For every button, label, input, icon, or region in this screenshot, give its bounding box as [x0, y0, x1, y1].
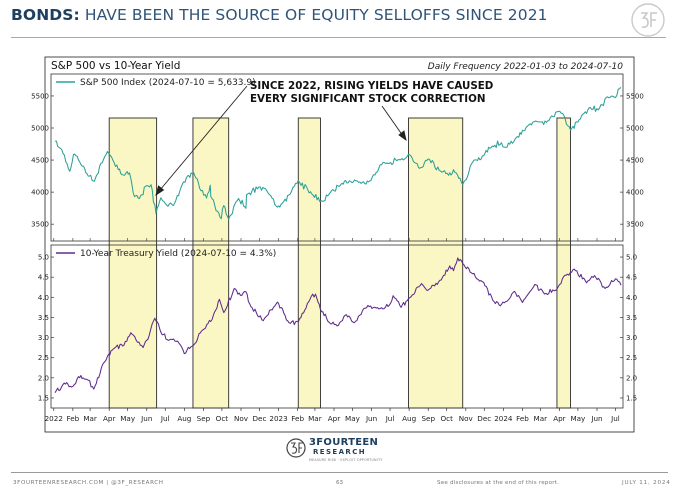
- correction-highlight: [556, 117, 571, 409]
- x-tick-label: Apr: [103, 414, 115, 423]
- spx-series-line: [55, 86, 622, 220]
- y-tick-label-right: 4.0: [626, 294, 637, 302]
- x-tick-label: Apr: [328, 414, 340, 423]
- y-tick-label-right: 4.5: [626, 274, 637, 282]
- y-tick-label-right: 4500: [626, 157, 644, 165]
- yield-panel-frame: [50, 244, 624, 409]
- y-tick-label-left: 3500: [31, 221, 49, 229]
- annotation-arrowhead: [155, 185, 165, 197]
- y-tick-label-left: 3.0: [38, 334, 49, 342]
- brand-mark-glyph: [291, 442, 303, 454]
- x-tick-label: Nov: [459, 414, 474, 423]
- y-tick-label-left: 2.5: [38, 354, 49, 362]
- y-tick-label-right: 2.5: [626, 354, 637, 362]
- y-tick-label-right: 2.0: [626, 374, 637, 382]
- brand-sub: RESEARCH: [313, 448, 366, 456]
- footer-handle-link[interactable]: @3F_RESEARCH: [111, 480, 164, 486]
- y-tick-label-left: 3.5: [38, 314, 49, 322]
- x-tick-label: 2023: [269, 414, 287, 423]
- x-tick-label: Mar: [308, 414, 322, 423]
- y-tick-label-right: 5.0: [626, 254, 637, 262]
- yield-legend-label: 10-Year Treasury Yield (2024-07-10 = 4.3…: [80, 249, 276, 259]
- x-tick-label: 2024: [494, 414, 513, 423]
- x-tick-label: Dec: [253, 414, 267, 423]
- correction-highlight: [297, 117, 321, 409]
- chart: S&P 500 vs 10-Year Yield Daily Frequency…: [31, 56, 644, 462]
- y-tick-label-left: 4500: [31, 157, 49, 165]
- x-tick-label: Jun: [590, 414, 602, 423]
- y-tick-label-left: 5000: [31, 125, 49, 133]
- y-tick-label-left: 4.0: [38, 294, 49, 302]
- x-tick-label: May: [345, 414, 361, 423]
- x-tick-label: Feb: [516, 414, 529, 423]
- y-tick-label-right: 1.5: [626, 394, 637, 402]
- y-tick-label-left: 4.5: [38, 274, 49, 282]
- annotation-arrow: [381, 105, 404, 137]
- x-tick-label: Dec: [477, 414, 491, 423]
- brand-mark-icon: [286, 438, 306, 458]
- spx-panel-frame: [50, 73, 624, 242]
- y-tick-label-right: 3.0: [626, 334, 637, 342]
- brand-logo-icon: [631, 3, 665, 37]
- x-tick-label: Oct: [440, 414, 453, 423]
- x-tick-label: Feb: [66, 414, 79, 423]
- x-tick-label: Sep: [421, 414, 435, 423]
- title-divider: [11, 37, 666, 38]
- page-number: 63: [336, 480, 344, 486]
- x-tick-label: Jul: [385, 414, 395, 423]
- x-tick-label: Jun: [365, 414, 377, 423]
- x-tick-label: May: [120, 414, 136, 423]
- correction-highlight: [108, 117, 158, 409]
- x-tick-label: Jul: [610, 414, 620, 423]
- footer-divider: [11, 472, 668, 473]
- x-tick-label: Mar: [534, 414, 548, 423]
- correction-highlight: [192, 117, 230, 409]
- chart-title: S&P 500 vs 10-Year Yield: [51, 60, 180, 72]
- annotation-line-2: EVERY SIGNIFICANT STOCK CORRECTION: [250, 93, 486, 105]
- yield-series-line: [54, 257, 622, 393]
- x-tick-label: Jun: [140, 414, 152, 423]
- page-title: BONDS: HAVE BEEN THE SOURCE OF EQUITY SE…: [11, 6, 548, 24]
- y-tick-label-right: 3500: [626, 221, 644, 229]
- x-tick-label: Jul: [160, 414, 170, 423]
- y-tick-label-right: 4000: [626, 189, 644, 197]
- spx-legend-label: S&P 500 Index (2024-07-10 = 5,633.9): [80, 78, 256, 88]
- brand-tagline: MEASURE RISK · EXPLOIT OPPORTUNITY: [309, 458, 383, 462]
- report-date: JULY 11, 2024: [622, 480, 671, 486]
- y-tick-label-right: 3.5: [626, 314, 637, 322]
- annotation-arrow: [159, 85, 248, 191]
- y-tick-label-left: 5.0: [38, 254, 49, 262]
- chart-subtitle: Daily Frequency 2022-01-03 to 2024-07-10: [428, 62, 623, 72]
- y-tick-label-left: 2.0: [38, 374, 49, 382]
- y-tick-label-left: 1.5: [38, 394, 49, 402]
- disclosure-note: See disclosures at the end of this repor…: [437, 480, 560, 486]
- footer-site-link[interactable]: 3FOURTEENRESEARCH.COM: [13, 480, 104, 486]
- x-tick-label: Mar: [83, 414, 97, 423]
- annotation-line-1: SINCE 2022, RISING YIELDS HAVE CAUSED: [250, 80, 494, 92]
- x-tick-label: Oct: [216, 414, 229, 423]
- y-tick-label-left: 5500: [31, 92, 49, 100]
- y-tick-label-right: 5500: [626, 92, 644, 100]
- x-tick-label: 2022: [45, 414, 63, 423]
- footer-separator: |: [106, 480, 109, 486]
- x-tick-label: Feb: [291, 414, 304, 423]
- x-tick-label: Nov: [234, 414, 249, 423]
- footer-links: 3FOURTEENRESEARCH.COM | @3F_RESEARCH: [13, 480, 164, 486]
- x-tick-label: Aug: [402, 414, 416, 423]
- correction-highlight: [408, 117, 464, 409]
- y-tick-label-left: 4000: [31, 189, 49, 197]
- x-tick-label: May: [570, 414, 586, 423]
- annotation-arrowhead: [398, 130, 407, 142]
- x-tick-label: Apr: [553, 414, 565, 423]
- page-title-bold: BONDS:: [11, 6, 80, 24]
- brand-name: 3FOURTEEN: [309, 437, 378, 448]
- y-tick-label-right: 5000: [626, 125, 644, 133]
- annotation-arrows: [155, 85, 407, 197]
- x-tick-label: Sep: [197, 414, 211, 423]
- x-tick-label: Aug: [177, 414, 191, 423]
- brand-logo: 3FOURTEEN RESEARCH MEASURE RISK · EXPLOI…: [286, 437, 383, 462]
- page-title-text: HAVE BEEN THE SOURCE OF EQUITY SELLOFFS …: [84, 6, 548, 24]
